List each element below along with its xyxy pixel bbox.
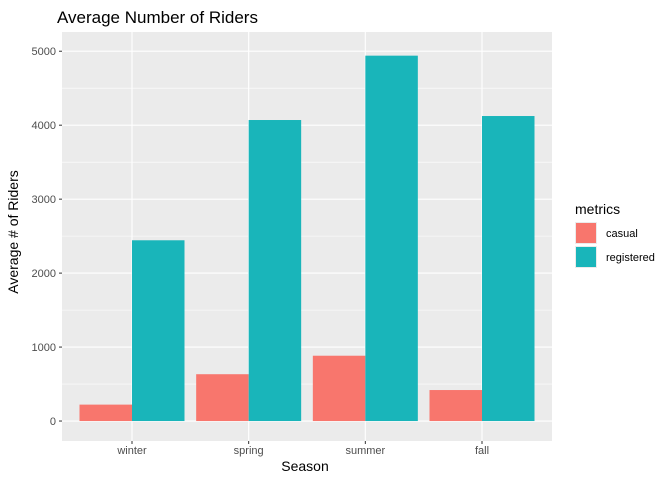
legend-label-registered: registered	[606, 252, 655, 264]
bar-casual-summer	[312, 355, 366, 422]
x-tick-label: fall	[475, 445, 489, 457]
x-axis-ticks: winter spring summer fall	[116, 441, 489, 457]
y-tick-label: 0	[50, 416, 56, 428]
legend: metrics casual registered	[575, 201, 655, 268]
bar-registered-fall	[482, 116, 535, 422]
x-tick-label: spring	[234, 445, 264, 457]
bar-casual-winter	[79, 404, 132, 422]
legend-title: metrics	[575, 201, 620, 217]
bar-registered-summer	[365, 55, 418, 422]
y-tick-label: 2000	[32, 268, 56, 280]
bar-registered-spring	[248, 120, 302, 422]
y-tick-label: 1000	[32, 342, 56, 354]
y-tick-label: 3000	[32, 194, 56, 206]
bar-casual-spring	[196, 374, 249, 422]
bars	[79, 55, 535, 422]
y-axis-title: Average # of Riders	[5, 170, 21, 293]
y-tick-label: 5000	[32, 46, 56, 58]
bar-registered-winter	[132, 240, 185, 422]
bar-casual-fall	[429, 390, 482, 422]
x-tick-label: summer	[345, 445, 385, 457]
y-tick-label: 4000	[32, 120, 56, 132]
x-axis-title: Season	[281, 458, 328, 474]
legend-swatch-registered	[576, 247, 596, 267]
legend-label-casual: casual	[606, 228, 638, 240]
legend-swatch-casual	[576, 223, 596, 243]
x-tick-label: winter	[116, 445, 147, 457]
y-axis-ticks: 0 1000 2000 3000 4000 5000	[32, 46, 62, 428]
chart-title: Average Number of Riders	[57, 8, 258, 27]
